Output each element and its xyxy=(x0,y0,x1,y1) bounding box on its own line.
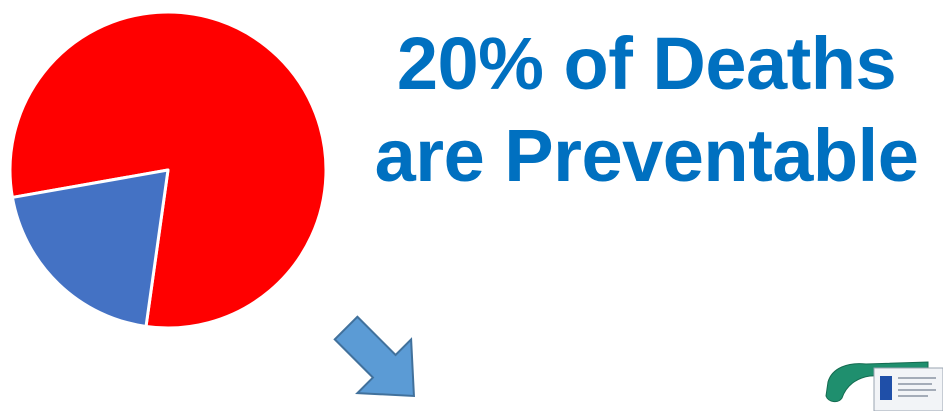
arrow-shape xyxy=(326,312,434,412)
headline-line-1: 20% of Deaths xyxy=(350,18,943,110)
headline-line-2: are Preventable xyxy=(350,110,943,202)
pie-chart xyxy=(0,0,340,340)
package-label xyxy=(880,376,892,400)
headline: 20% of Deaths are Preventable xyxy=(350,18,943,202)
arrow-down-right-icon xyxy=(326,312,434,412)
medical-product-icon xyxy=(818,352,943,411)
